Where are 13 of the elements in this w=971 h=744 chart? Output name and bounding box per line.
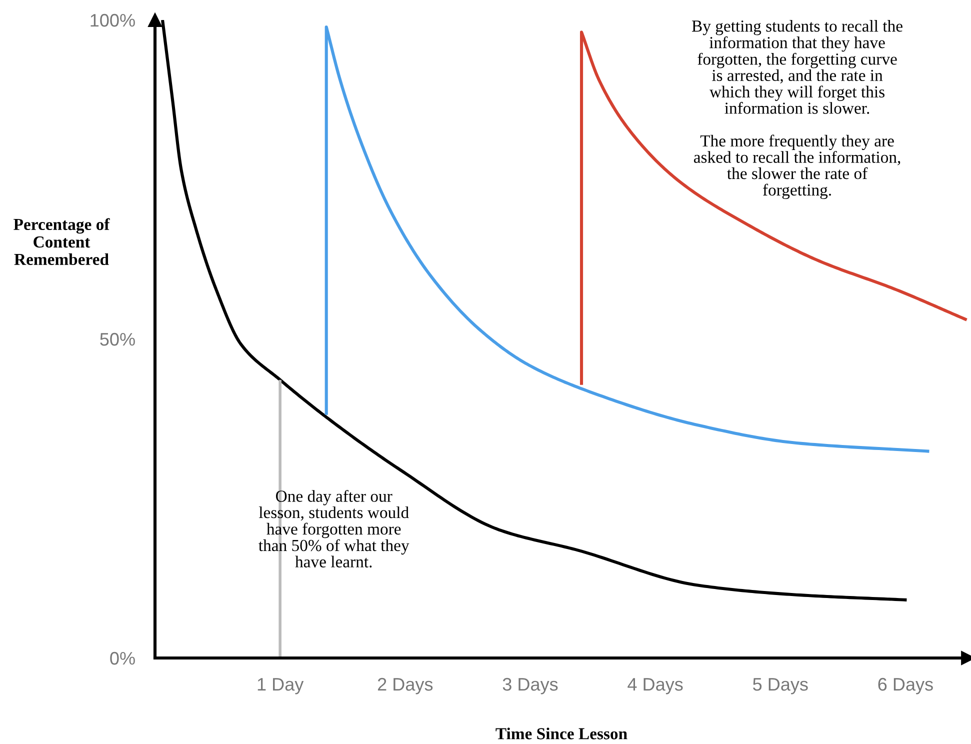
y-tick-label: 100% [90,14,135,27]
x-tick-label: 4 Days [628,678,683,694]
y-axis-title: Percentage of Content Remembered [14,218,110,266]
x-tick-label: 3 Days [502,678,558,694]
x-tick-label: 2 Days [378,678,433,694]
x-tick-label: 6 Days [878,678,933,694]
y-tick-label: 0% [110,652,135,665]
text: By getting students to recall the information that they have forgotten, the forgetting curve is arrested, and the rate in which they will forget this information is slower. The more frequently they are asked to recall the information, the slower the rate of forgetting. [692,20,902,200]
x-tick-label: 1 Day [258,678,304,694]
x-tick-label: 5 Days [753,678,808,694]
x-axis-title: Time Since Lesson [496,728,628,740]
annotation: One day after our lesson, students would have forgotten more than 50% of what they have learnt. [258,490,410,568]
y-tick-label: 50% [100,332,135,346]
